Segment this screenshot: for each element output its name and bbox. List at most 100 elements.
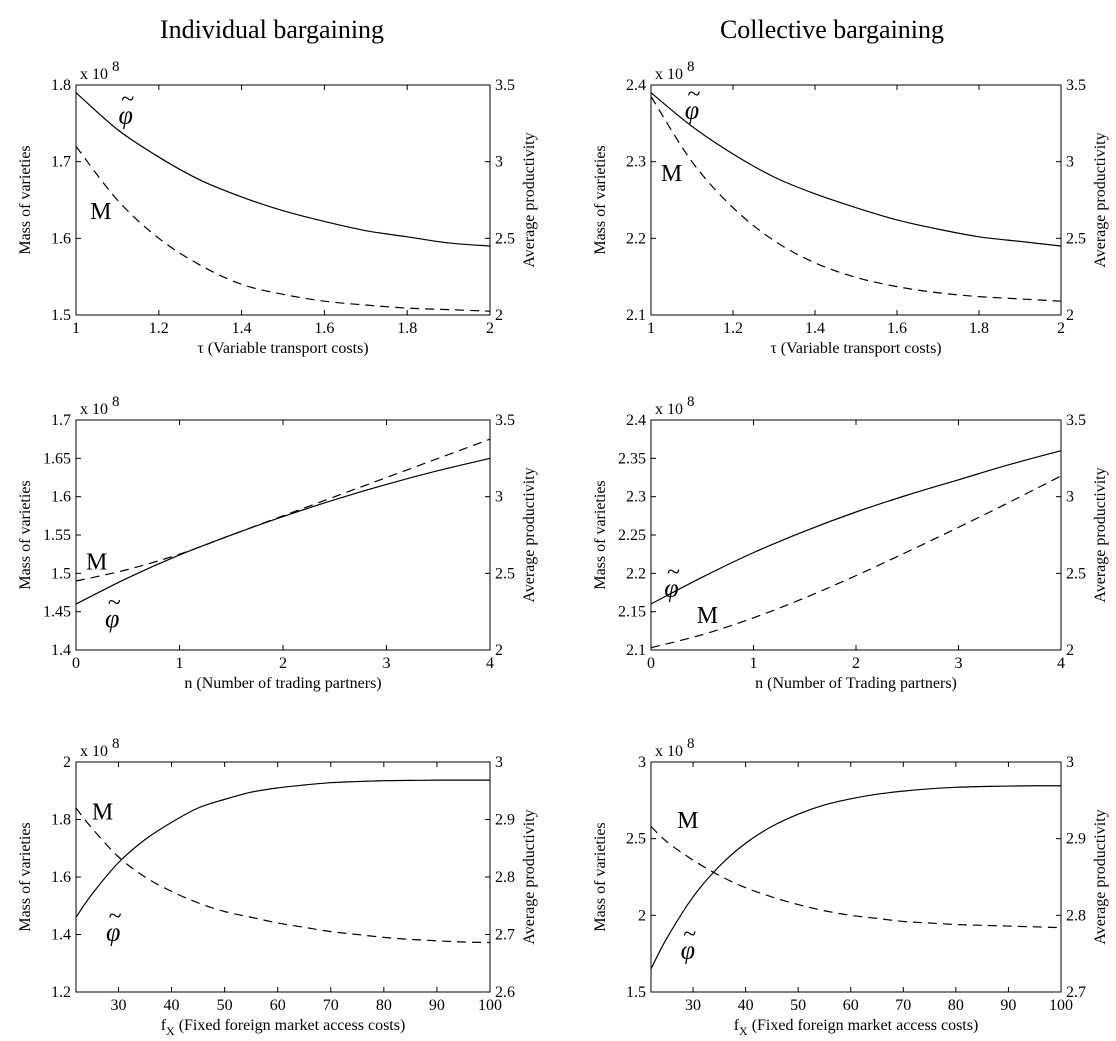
y-left-axis-label: Mass of varieties (592, 145, 609, 254)
x-tick-label: 1 (647, 320, 655, 337)
series-line-M (75, 438, 491, 582)
panels-group: 1 1.2 1.4 1.6 1.8 21.51.61.71.822.533.5x 10 8τ… (17, 59, 1109, 1038)
curve-label-M: M (90, 199, 111, 225)
y-right-axis-label: Average productivity (1092, 132, 1109, 267)
y-left-tick-label: 2.15 (618, 604, 646, 621)
series-line-M (650, 96, 1062, 302)
curve-label-phi: φ (105, 604, 119, 633)
y-right-axis-label: Average productivity (1092, 809, 1109, 944)
y-right-axis-label: Average productivity (521, 467, 538, 602)
plot-frame (75, 84, 491, 316)
x-tick-label: 80 (948, 997, 964, 1014)
y-right-tick-label: 3 (495, 154, 503, 171)
x-tick-label: 2 (1057, 320, 1065, 337)
y-multiplier-exponent: 8 (687, 736, 695, 752)
y-multiplier: x 10 (655, 743, 683, 760)
curve-label-phi: φ (685, 96, 699, 125)
y-right-tick-label: 2.6 (495, 984, 515, 1001)
y-left-tick-label: 1.55 (43, 527, 71, 544)
y-right-axis-label: Average productivity (521, 809, 538, 944)
x-axis-label: τ (Variable transport costs) (197, 340, 368, 357)
series-line-phi (650, 450, 1062, 605)
y-left-tick-label: 1.7 (51, 412, 71, 429)
x-tick-label: 1 (72, 320, 80, 337)
y-right-tick-label: 2.5 (495, 230, 515, 247)
y-right-tick-label: 3.5 (1066, 412, 1086, 429)
y-left-tick-label: 1.7 (51, 154, 71, 171)
x-tick-label: 1.8 (969, 320, 989, 337)
x-tick-label: 60 (843, 997, 859, 1014)
column-title-collective: Collective bargaining (720, 15, 944, 44)
y-left-axis-label: Mass of varieties (17, 822, 34, 931)
x-tick-label: 80 (376, 997, 392, 1014)
y-left-tick-label: 2.25 (618, 527, 646, 544)
y-left-tick-label: 2 (638, 907, 646, 924)
plot-frame (75, 419, 491, 651)
panel-middle-right: 0 1 2 3 4 2.1 2.15 2.2 2.25 2.3 2.35 2.4 2 2.5 3 3.5 x 1… (592, 394, 1109, 692)
x-tick-label: 30 (110, 997, 126, 1014)
x-tick-label: 40 (738, 997, 754, 1014)
x-tick-label: 0 (647, 655, 655, 672)
panel-top-left: 1 1.2 1.4 1.6 1.8 2 1.5 1.6 1.7 1.8 2 2.5 3 3.5 x 10 8 τ… (17, 59, 538, 357)
y-left-tick-label: 1.8 (51, 77, 71, 94)
y-multiplier: x 10 (80, 743, 108, 760)
x-tick-label: 1.2 (723, 320, 743, 337)
x-tick-label: 1.8 (397, 320, 417, 337)
x-tick-label: 90 (1000, 997, 1016, 1014)
curve-label-M: M (677, 808, 698, 834)
y-multiplier-exponent: 8 (112, 394, 120, 410)
y-left-tick-label: 2.3 (626, 489, 646, 506)
y-right-tick-label: 3 (495, 489, 503, 506)
y-right-tick-label: 2.9 (1066, 831, 1086, 848)
y-left-axis-label: Mass of varieties (17, 480, 34, 589)
y-left-axis-label: Mass of varieties (17, 145, 34, 254)
y-left-tick-label: 1.45 (43, 604, 71, 621)
y-right-tick-label: 3.5 (495, 412, 515, 429)
y-left-tick-label: 1.5 (626, 984, 646, 1001)
x-tick-label: 40 (164, 997, 180, 1014)
x-tick-label: 100 (478, 997, 502, 1014)
curve-label-M: M (697, 603, 718, 629)
y-left-tick-label: 1.8 (51, 812, 71, 829)
y-right-tick-label: 2 (495, 307, 503, 324)
y-left-tick-label: 1.5 (51, 307, 71, 324)
curve-label-phi: φ (106, 917, 120, 946)
x-tick-label: 100 (1049, 997, 1073, 1014)
x-tick-label: 1 (750, 655, 758, 672)
column-title-individual: Individual bargaining (160, 15, 384, 44)
x-tick-label: 4 (1057, 655, 1065, 672)
x-tick-label: 3 (955, 655, 963, 672)
curve-label-phi: φ (664, 573, 678, 602)
y-left-tick-label: 2.4 (626, 412, 646, 429)
y-right-tick-label: 3 (1066, 489, 1074, 506)
panel-bottom-left: 30 40 50 60 70 80 90 100 1.2 1.4 1.6 1.8 2 2.6 2.7 2.8 2… (17, 736, 538, 1038)
x-tick-label: 50 (790, 997, 806, 1014)
x-tick-label: 60 (270, 997, 286, 1014)
series-line-M (75, 807, 491, 944)
y-left-tick-label: 2.3 (626, 154, 646, 171)
y-left-tick-label: 1.5 (51, 565, 71, 582)
x-tick-label: 70 (323, 997, 339, 1014)
y-right-tick-label: 2.9 (495, 812, 515, 829)
curve-label-phi-tilde: ~ (108, 590, 121, 616)
x-axis-label: n (Number of trading partners) (184, 675, 381, 692)
y-multiplier: x 10 (80, 66, 108, 83)
y-multiplier-exponent: 8 (687, 59, 695, 75)
curve-label-M: M (86, 550, 107, 576)
y-right-tick-label: 3.5 (495, 77, 515, 94)
series-line-phi (75, 779, 490, 918)
y-left-tick-label: 1.6 (51, 869, 71, 886)
panel-top-right: 1 1.2 1.4 1.6 1.8 2 2.1 2.2 2.3 2.4 2 2.5 3 3.5 x 10 8 τ… (592, 59, 1109, 357)
x-tick-label: 50 (217, 997, 233, 1014)
y-right-tick-label: 2.5 (495, 565, 515, 582)
series-line-phi (650, 92, 1062, 247)
x-tick-label: 90 (429, 997, 445, 1014)
series-line-phi (75, 457, 491, 605)
y-multiplier-exponent: 8 (112, 736, 120, 752)
series-line-M (650, 825, 1062, 929)
y-multiplier-exponent: 8 (687, 394, 695, 410)
y-multiplier: x 10 (80, 401, 108, 418)
y-right-tick-label: 2 (495, 642, 503, 659)
x-tick-label: 1.6 (314, 320, 334, 337)
